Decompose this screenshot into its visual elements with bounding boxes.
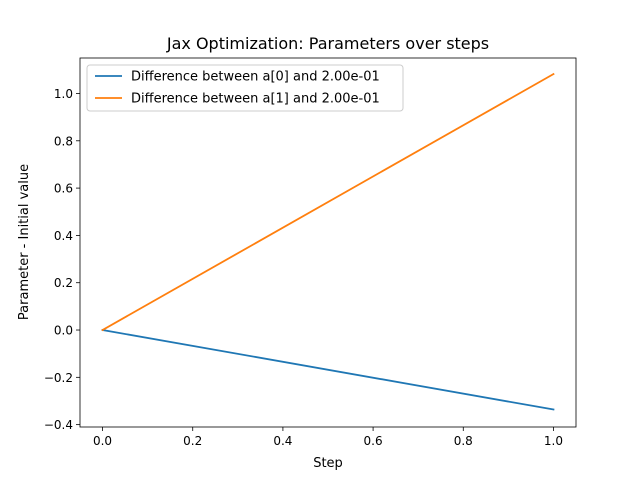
y-tick-label: 0.8	[54, 134, 73, 148]
x-tick-label: 0.4	[273, 434, 292, 448]
y-tick-label: 0.4	[54, 229, 73, 243]
x-axis-label: Step	[313, 456, 343, 471]
y-tick-label: 1.0	[54, 87, 73, 101]
x-tick-label: 0.2	[183, 434, 202, 448]
series-layer	[101, 72, 555, 411]
legend-box	[86, 64, 404, 112]
x-tick-label: 0.0	[93, 434, 112, 448]
legend-entry-a0: Difference between a[0] and 2.00e-01	[131, 70, 380, 85]
y-tick-label: 0.2	[54, 276, 73, 290]
y-axis: −0.4 −0.2 0.0 0.2 0.4 0.6 0.8 1.0	[44, 87, 80, 432]
y-tick-label: −0.4	[44, 418, 73, 432]
x-tick-label: 1.0	[544, 434, 563, 448]
y-axis-label: Parameter - Initial value	[17, 164, 32, 320]
x-axis: 0.0 0.2 0.4 0.6 0.8 1.0	[93, 427, 563, 448]
series-line-a0	[101, 328, 555, 411]
plot-area	[79, 57, 577, 428]
y-tick-label: 0.6	[54, 182, 73, 196]
legend: Difference between a[0] and 2.00e-01 Dif…	[86, 64, 404, 112]
x-tick-label: 0.6	[364, 434, 383, 448]
y-tick-label: −0.2	[44, 371, 73, 385]
chart-title: Jax Optimization: Parameters over steps	[166, 34, 489, 53]
y-tick-label: 0.0	[54, 324, 73, 338]
x-tick-label: 0.8	[454, 434, 473, 448]
axes-frame	[79, 57, 577, 428]
legend-entry-a1: Difference between a[1] and 2.00e-01	[131, 92, 380, 107]
series-line-a1	[101, 72, 555, 332]
